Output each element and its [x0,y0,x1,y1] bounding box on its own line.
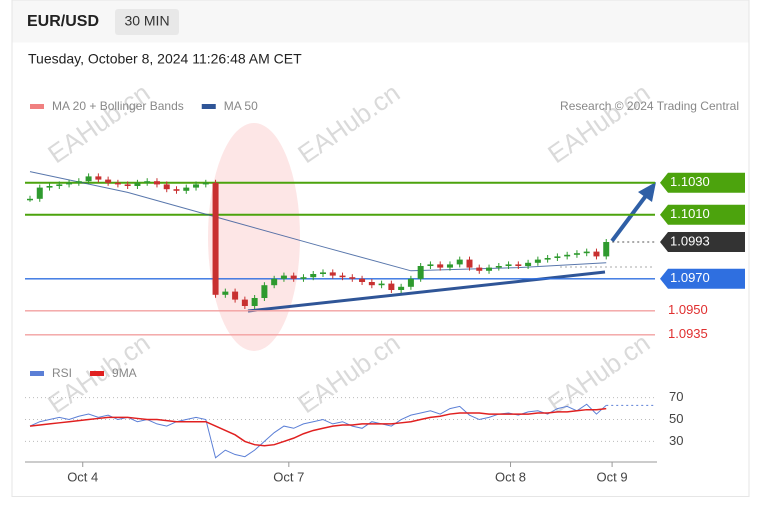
timeframe: 30 MIN [124,13,169,29]
candle [329,272,336,276]
candle [427,264,434,266]
candle [114,182,121,185]
x-tick-label: Oct 7 [273,469,304,484]
candle [75,181,82,183]
candle [564,254,571,257]
rsi-tick-label: 30 [669,433,683,448]
legend-label: MA 20 + Bollinger Bands [52,99,184,113]
x-tick-label: Oct 9 [597,469,628,484]
symbol: EUR/USD [27,13,99,30]
level-label: 1.0970 [670,270,710,285]
candle [593,251,600,257]
candle [241,299,248,306]
candle [534,259,541,263]
candle [27,198,33,201]
candle [378,283,385,286]
highlight [208,123,300,351]
candle [300,277,307,279]
panel [11,0,750,497]
source: Research © 2024 Trading Central [560,99,739,113]
legend-label: 9MA [112,366,137,380]
candle [280,275,287,279]
candle [124,184,131,186]
subtitle: Tuesday, October 8, 2024 11:26:48 AM CET [28,51,302,67]
candle [544,258,551,260]
candle [417,266,424,279]
candle [476,267,483,271]
candle [105,179,112,183]
candle [368,282,375,286]
candle [144,181,151,183]
candle [202,182,209,185]
candle [583,251,590,254]
level-box [660,204,745,225]
candle [603,242,610,257]
level-label: 1.0950 [668,302,708,317]
candle [349,277,356,279]
candle [183,187,190,191]
candle [515,264,522,266]
level-box [660,232,745,252]
candle [407,278,414,287]
legend-swatch [90,371,105,376]
candle [495,266,502,268]
candle [339,275,346,278]
candle [437,264,444,268]
candle [466,259,473,268]
candle [46,186,53,188]
candle [56,184,63,186]
level-box [660,172,745,193]
candle [320,272,326,274]
candle [95,176,102,180]
candle [573,253,580,255]
arrow-shaft [610,191,650,243]
candle [271,278,278,286]
timeframe-badge [115,9,179,35]
candle [251,298,258,306]
candle [359,278,366,282]
candle [505,264,512,266]
level-label: 1.0993 [670,233,710,248]
candle [261,285,268,298]
rsi-line [29,407,607,447]
candle [153,181,160,185]
candle [398,286,405,290]
candle [446,264,453,268]
candle [222,291,229,295]
legend-label: MA 50 [224,99,258,113]
candle [36,187,43,199]
legend-label: RSI [52,366,72,380]
arrow-head [638,182,656,202]
legend-swatch [30,104,44,109]
candle [163,184,170,190]
candle [486,267,493,271]
candle [310,274,317,278]
level-label: 1.1010 [670,206,710,221]
legend-swatch [201,104,216,109]
rsi-tick-label: 70 [669,389,683,404]
candle [66,182,73,185]
level-label: 1.1030 [670,174,710,189]
candle [232,291,239,300]
level-box [660,268,745,289]
level-label: 1.0935 [668,326,708,341]
candle [212,182,219,295]
x-tick-label: Oct 4 [67,469,98,484]
candle [193,184,200,188]
candle [134,182,141,186]
candle [290,275,297,279]
legend-swatch [30,371,44,376]
x-tick-label: Oct 8 [495,469,526,484]
candle [525,262,532,266]
candle [173,189,180,191]
candle [85,176,92,182]
candle [554,256,561,258]
candle [456,259,463,265]
rsi-tick-label: 50 [669,411,683,426]
candle [388,283,395,290]
